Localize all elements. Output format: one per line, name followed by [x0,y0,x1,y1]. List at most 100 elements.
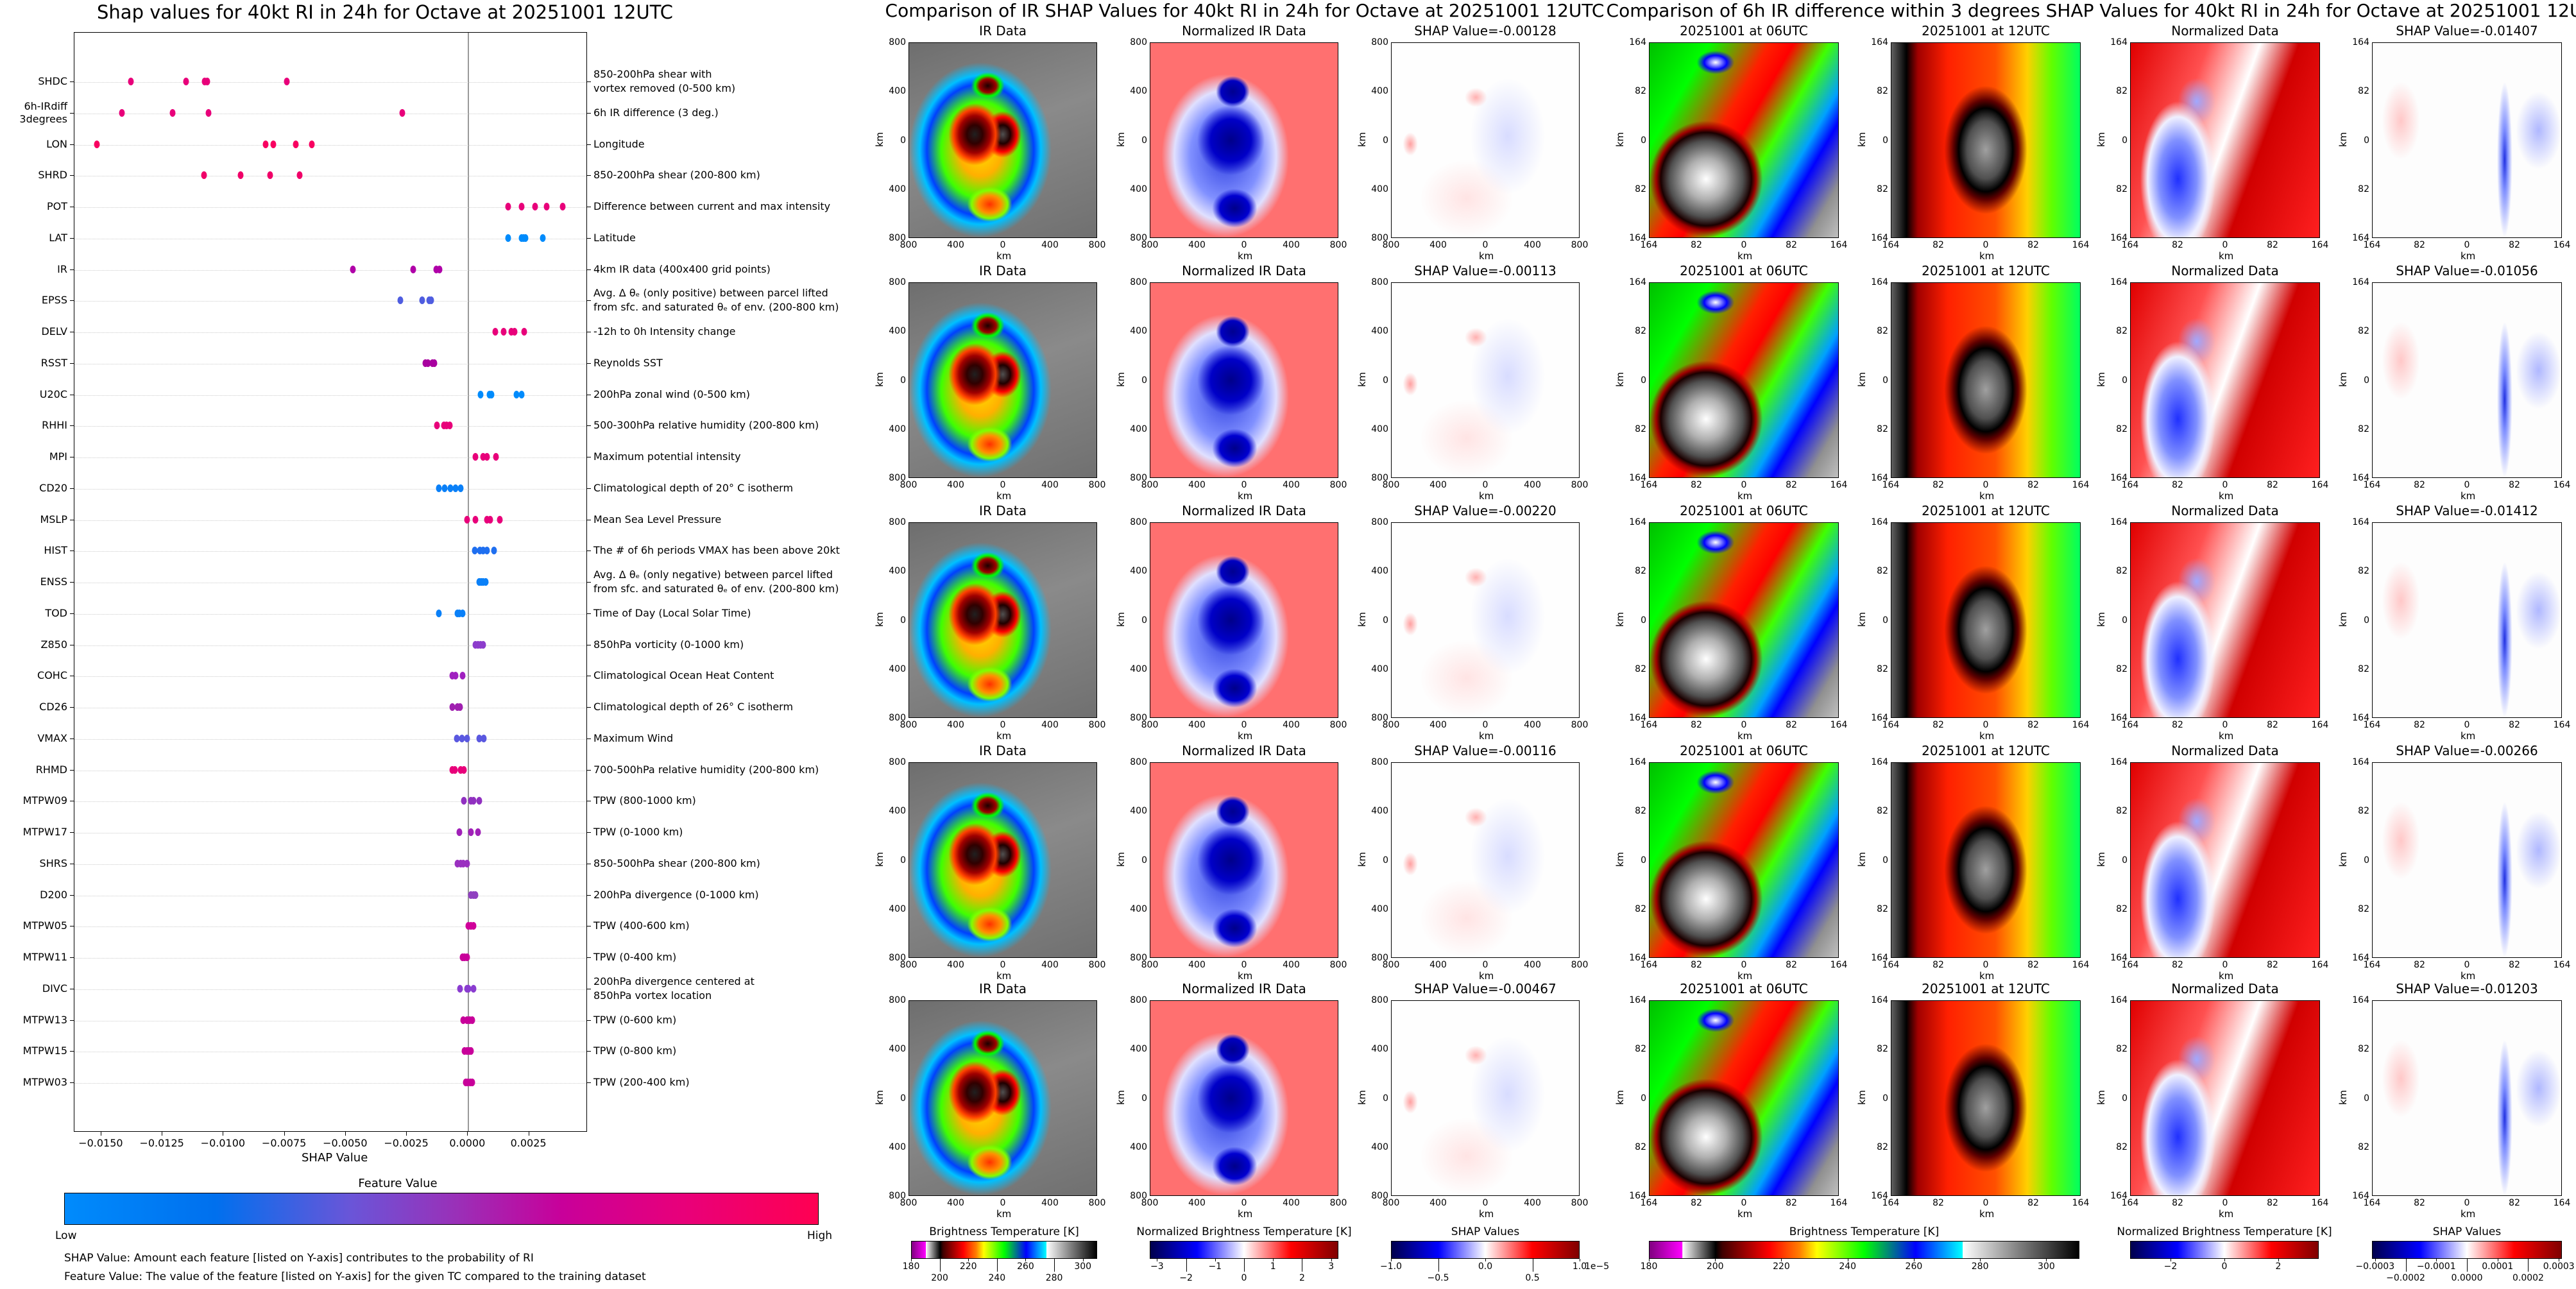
zero-line [468,33,469,1131]
x-axis-label: km [2219,730,2234,742]
y-tick-label: 800 [889,713,906,723]
shap-point [477,547,483,555]
y-tick-label: 800 [889,953,906,963]
y-tick-label: 800 [1130,953,1147,963]
panel-title: Normalized IR Data [1182,503,1306,518]
shap-point [484,547,490,555]
x-tick-label: 82 [1786,960,1797,970]
x-tick-label: 0 [2222,1198,2228,1208]
x-tick-label: 400 [1524,960,1541,970]
shap-point [505,234,511,242]
feature-label: EPSS [41,294,67,307]
y-tick-label: 400 [1371,903,1388,914]
x-tick-label: 400 [1188,1198,1206,1208]
feature-label: DIVC [42,982,67,994]
y-axis-label: km [1614,851,1626,867]
y-tick-label: 164 [2110,953,2128,963]
feature-label: VMAX [37,731,67,744]
x-tick-label: 800 [1141,480,1159,490]
x-tick-label: 82 [2027,1198,2039,1208]
x-tick-label: 0 [2464,720,2470,730]
y-axis-label: km [1856,371,1868,387]
x-tick-label: −0.0025 [384,1137,429,1149]
y-tick-label: 82 [1635,663,1646,674]
feature-description: Avg. Δ θₑ (only negative) between parcel… [593,568,839,595]
x-tick-label: 82 [1932,720,1944,730]
panel-title: SHAP Value=-0.01412 [2396,503,2538,518]
y-tick-label: 82 [1635,423,1646,434]
image-panel [1150,762,1338,958]
feature-description: TPW (800-1000 km) [593,794,696,807]
image-panel [1649,42,1839,238]
y-tick-label: 82 [2358,1141,2369,1152]
y-tick-label: 82 [1877,423,1888,434]
x-tick-label: 164 [2363,480,2381,490]
y-axis-label: km [1856,851,1868,867]
feature-value-colorbar [64,1193,819,1225]
colorbar-tick [2046,1259,2047,1261]
y-tick-right [587,300,591,302]
x-tick-label: 164 [1640,480,1658,490]
gridline [74,676,586,678]
y-axis-label: km [2095,132,2108,147]
shap-point [454,734,460,742]
y-tick-label: 164 [2352,517,2369,527]
image-panel [1891,762,2081,958]
y-tick-label: 164 [2110,277,2128,287]
panel-title: SHAP Value=-0.00116 [1414,743,1557,758]
y-tick [70,832,74,833]
y-tick-label: 400 [1371,423,1388,434]
y-tick-label: 82 [2358,1044,2369,1055]
x-tick-label: 0 [1741,1198,1747,1208]
y-tick [70,488,74,489]
y-tick-label: 400 [889,903,906,914]
colorbar-tick-label: −1.0 [1380,1261,1402,1272]
feature-label: RSST [40,356,67,369]
x-tick-label: 0 [1741,240,1747,250]
x-tick-label: 164 [2363,960,2381,970]
shap-point [399,108,405,117]
shap-point [457,703,463,711]
x-tick-label: 0 [2464,960,2470,970]
gridline [74,958,586,959]
y-tick-label: 82 [1877,326,1888,337]
y-tick-label: 400 [1130,663,1147,674]
feature-description: 6h IR difference (3 deg.) [593,106,719,119]
y-tick-label: 800 [1371,953,1388,963]
shap-point [267,171,273,180]
y-tick-label: 82 [1635,566,1646,577]
image-panel [1891,42,2081,238]
shap-point [468,828,474,836]
x-tick-label: 164 [2121,1198,2139,1208]
feature-description: Climatological depth of 20° C isotherm [593,481,794,494]
shap-point [470,984,477,993]
y-tick-label: 164 [1871,1191,1888,1201]
y-tick-label: 82 [1877,86,1888,97]
y-axis-label: km [874,132,886,147]
y-tick-label: 164 [1629,1191,1646,1201]
y-tick-label: 82 [2358,86,2369,97]
y-tick [70,769,74,771]
x-tick-label: 82 [2509,960,2520,970]
y-tick-label: 82 [1877,184,1888,194]
panel-title: Normalized Data [2171,981,2279,996]
shap-point [447,484,454,492]
feature-label: MTPW05 [22,919,67,932]
panel-title: 20251001 at 06UTC [1680,503,1808,518]
gridline [74,207,586,208]
gridline [74,520,586,521]
x-axis-label: km [2461,250,2476,262]
y-tick-label: 800 [1371,517,1388,527]
x-axis-label: km [2219,1208,2234,1220]
x-tick-label: 164 [2363,240,2381,250]
x-tick-label: 164 [2311,960,2329,970]
x-tick-label: 0 [2464,240,2470,250]
x-axis-label: km [1479,250,1494,262]
shap-point [464,515,470,524]
y-tick-label: 164 [1629,277,1646,287]
x-tick-label: 800 [1088,480,1106,490]
y-tick-label: 0 [1882,855,1888,866]
shap-point [472,453,479,461]
y-tick-label: 82 [2116,86,2128,97]
x-tick-label: 164 [1830,720,1848,730]
